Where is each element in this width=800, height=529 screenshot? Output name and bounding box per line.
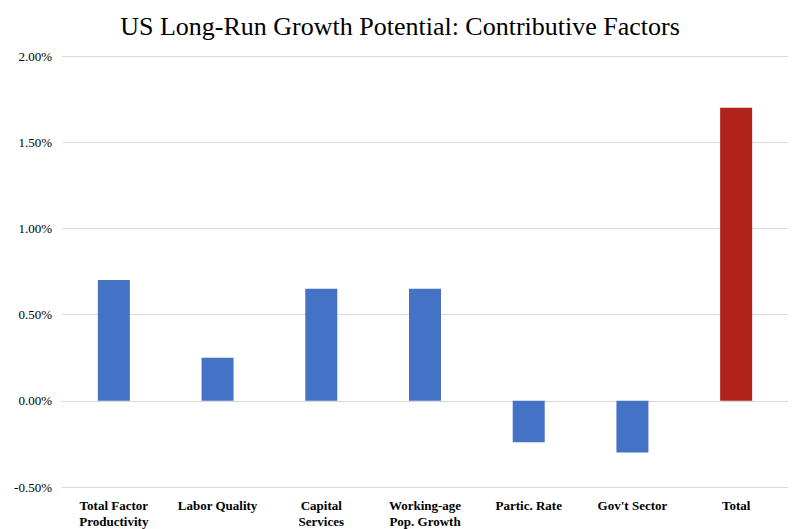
svg-text:Working-age: Working-age bbox=[389, 498, 461, 513]
svg-text:1.00%: 1.00% bbox=[18, 221, 52, 236]
svg-text:Services: Services bbox=[299, 514, 344, 529]
svg-text:Labor Quality: Labor Quality bbox=[178, 498, 258, 513]
svg-text:-0.50%: -0.50% bbox=[14, 480, 52, 495]
svg-text:Capital: Capital bbox=[301, 498, 343, 513]
svg-text:Total Factor: Total Factor bbox=[80, 498, 149, 513]
svg-text:Partic. Rate: Partic. Rate bbox=[496, 498, 563, 513]
svg-text:2.00%: 2.00% bbox=[18, 49, 52, 64]
svg-text:0.00%: 0.00% bbox=[18, 393, 52, 408]
svg-text:0.50%: 0.50% bbox=[18, 307, 52, 322]
svg-text:Total: Total bbox=[722, 498, 751, 513]
svg-text:Productivity: Productivity bbox=[79, 514, 149, 529]
svg-text:1.50%: 1.50% bbox=[18, 135, 52, 150]
svg-text:Gov't Sector: Gov't Sector bbox=[598, 498, 668, 513]
svg-text:US Long-Run Growth Potential:: US Long-Run Growth Potential: Contributi… bbox=[120, 12, 680, 41]
svg-text:Pop. Growth: Pop. Growth bbox=[389, 514, 461, 529]
